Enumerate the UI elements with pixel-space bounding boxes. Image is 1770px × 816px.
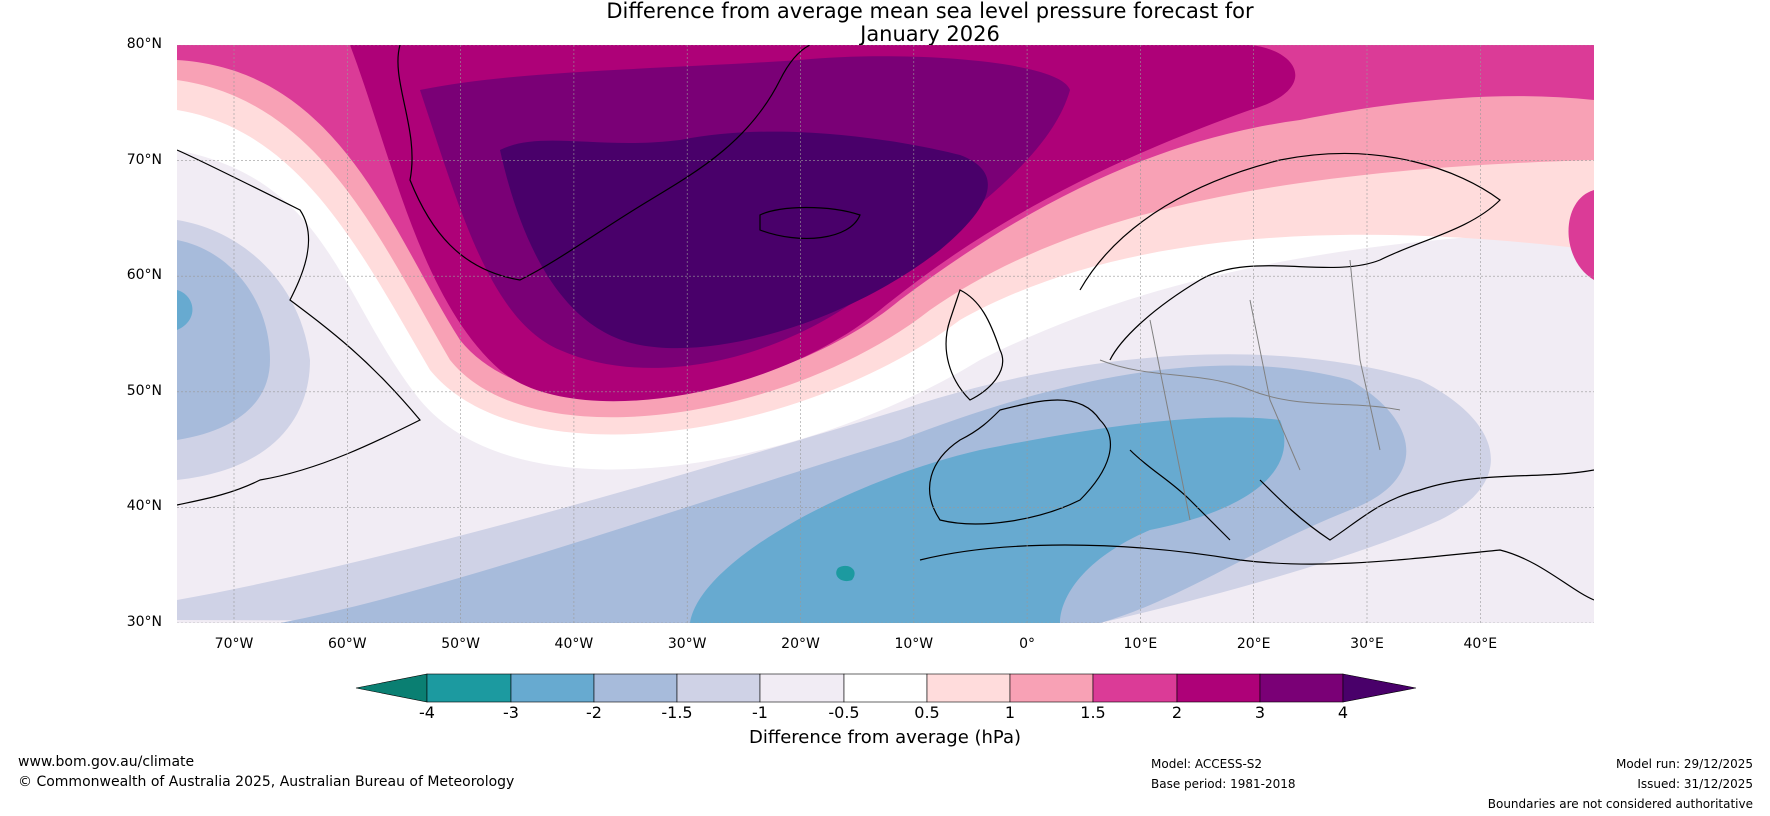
colorbar-segment <box>510 673 595 703</box>
longitude-label: 20°W <box>781 636 820 652</box>
disclaimer-text: Boundaries are not considered authoritat… <box>1487 797 1753 811</box>
anomaly-above-4 <box>500 131 988 349</box>
longitude-label: 10°W <box>894 636 934 652</box>
greenland-coast <box>397 45 811 281</box>
latitude-label: 80°N <box>126 36 162 52</box>
colorbar-segment <box>1176 673 1261 703</box>
latitude-label: 60°N <box>126 267 162 284</box>
anomaly-west-neg-2 <box>177 240 270 440</box>
border-line <box>1349 259 1381 451</box>
italy-coast <box>1129 449 1231 541</box>
latitude-label: 40°N <box>126 498 162 515</box>
colorbar-tick-label: 3 <box>1254 703 1266 722</box>
longitude-label: 10°E <box>1123 636 1158 652</box>
model-run-text: Model run: 29/12/2025 <box>1615 757 1753 771</box>
latitude-label: 50°N <box>126 382 162 399</box>
colorbar-segment <box>426 673 512 703</box>
map-title: Difference from average mean sea level p… <box>540 0 1320 46</box>
colorbar-label: Difference from average (hPa) <box>748 727 1022 748</box>
copyright-text: © Commonwealth of Australia 2025, Austra… <box>18 774 515 790</box>
balkans-coast <box>1259 469 1594 541</box>
anomaly-east-lobe <box>1568 190 1594 280</box>
anomaly-west-neg-3 <box>177 290 193 330</box>
colorbar-tick-label: -4 <box>419 703 435 722</box>
base-period-text: Base period: 1981-2018 <box>1151 777 1296 791</box>
title-line-2: January 2026 <box>860 22 1000 46</box>
colorbar-tick-label: -2 <box>586 703 602 722</box>
colorbar-segment <box>1259 673 1344 703</box>
border-line <box>1249 299 1301 471</box>
colorbar-tick-label: 2 <box>1171 703 1183 722</box>
issued-text: Issued: 31/12/2025 <box>1637 777 1753 791</box>
anomaly-south-neg-4 <box>836 565 855 582</box>
website-link[interactable]: www.bom.gov.au/climate <box>18 754 195 770</box>
country-borders <box>1099 259 1401 521</box>
colorbar-tick-label: -3 <box>503 703 519 722</box>
colorbar-extend-high <box>1342 673 1417 703</box>
colorbar-segment <box>759 673 845 703</box>
title-line-1: Difference from average mean sea level p… <box>606 0 1254 23</box>
longitude-label: 40°E <box>1463 636 1498 652</box>
british-isles-coast <box>945 289 1004 401</box>
scandinavia-coast <box>1079 152 1501 361</box>
colorbar-tick-label: -1 <box>752 703 768 722</box>
latitude-label: 70°N <box>126 151 162 168</box>
colorbar <box>355 673 1417 703</box>
colorbar-segment <box>926 673 1011 703</box>
colorbar-tick-label: -1.5 <box>661 703 693 722</box>
longitude-label: 50°W <box>441 636 480 652</box>
longitude-label: 70°W <box>214 636 254 652</box>
longitude-label: 60°W <box>327 636 367 652</box>
colorbar-tick-label: 4 <box>1337 703 1349 722</box>
colorbar-segment <box>843 673 928 703</box>
latitude-label: 30°N <box>126 614 162 630</box>
longitude-label: 30°E <box>1350 636 1384 652</box>
graticule <box>177 45 1594 623</box>
colorbar-segment <box>676 673 761 703</box>
longitude-label: 20°E <box>1236 636 1271 652</box>
coastlines <box>177 45 1594 601</box>
longitude-label: 30°W <box>667 636 707 652</box>
north-africa-coast <box>919 544 1594 601</box>
north-america-coast <box>177 149 421 506</box>
longitude-label: 40°W <box>554 636 594 652</box>
iceland-coast <box>759 206 861 240</box>
colorbar-tick-label: 1 <box>1004 703 1016 722</box>
colorbar-segment <box>1092 673 1178 703</box>
border-line <box>1099 359 1401 411</box>
anomaly-fields <box>177 45 1594 623</box>
colorbar-segment <box>1009 673 1094 703</box>
longitude-label: 0° <box>1019 636 1036 652</box>
colorbar-extend-low <box>355 673 428 703</box>
colorbar-segment <box>593 673 678 703</box>
colorbar-tick-label: 0.5 <box>914 703 940 722</box>
border-line <box>1149 319 1191 521</box>
colorbar-tick-label: 1.5 <box>1080 703 1106 722</box>
model-text: Model: ACCESS-S2 <box>1151 757 1263 771</box>
colorbar-tick-label: -0.5 <box>828 703 860 722</box>
